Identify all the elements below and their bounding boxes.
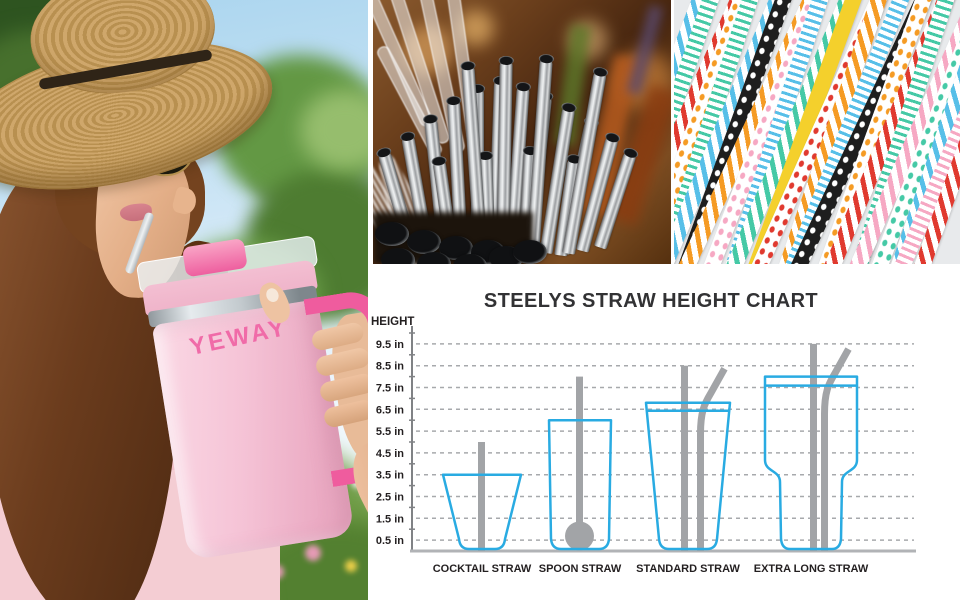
y-tick-label: 4.5 in bbox=[376, 448, 404, 460]
y-tick-label: 9.5 in bbox=[376, 339, 404, 351]
category-label: STANDARD STRAW bbox=[636, 563, 740, 575]
straight-straw bbox=[478, 442, 485, 551]
steel-straw-opening bbox=[381, 248, 415, 264]
y-tick-label: 1.5 in bbox=[376, 513, 404, 525]
chart-canvas: 9.5 in 8.5 in 7.5 in 6.5 in 5.5 in 4.5 in 3.5 … bbox=[376, 326, 916, 575]
straw-height-chart: STEELYS STRAW HEIGHT CHART HEIGHT 9.5 in… bbox=[368, 264, 960, 600]
category-label: EXTRA LONG STRAW bbox=[754, 563, 869, 575]
photo-woman-sipping-pink-tumbler: YEWAY bbox=[0, 0, 368, 600]
category-label: SPOON STRAW bbox=[539, 563, 622, 575]
straight-straw bbox=[810, 343, 817, 551]
photo-stainless-steel-straws bbox=[373, 0, 671, 264]
photo-colorful-paper-straws bbox=[674, 0, 960, 264]
y-tick-label: 2.5 in bbox=[376, 492, 404, 504]
chart-y-axis-label: HEIGHT bbox=[371, 316, 415, 328]
cup-outline bbox=[763, 375, 859, 551]
bent-straw bbox=[821, 347, 852, 551]
y-tick-label: 5.5 in bbox=[376, 426, 404, 438]
y-tick-label: 7.5 in bbox=[376, 383, 404, 395]
cup-outline bbox=[441, 473, 523, 551]
steel-straw-opening bbox=[417, 252, 451, 264]
spoon-straw bbox=[576, 376, 583, 536]
bent-straw bbox=[697, 366, 728, 551]
y-tick-label: 8.5 in bbox=[376, 361, 404, 373]
flower bbox=[345, 560, 357, 572]
straight-straw bbox=[681, 365, 688, 551]
y-tick-label: 0.5 in bbox=[376, 535, 404, 547]
steel-straw-opening bbox=[375, 222, 409, 246]
tree bbox=[300, 90, 368, 170]
category-label: COCKTAIL STRAW bbox=[433, 563, 532, 575]
cup-outline bbox=[644, 401, 732, 551]
y-tick-label: 6.5 in bbox=[376, 404, 404, 416]
steel-straw-opening bbox=[513, 240, 547, 264]
cup-outline bbox=[547, 418, 613, 551]
steel-straw-opening bbox=[453, 254, 487, 264]
y-tick-label: 3.5 in bbox=[376, 470, 404, 482]
flower bbox=[305, 545, 321, 561]
spoon-straw-bowl bbox=[565, 521, 594, 551]
steel-straw-opening bbox=[407, 230, 441, 254]
chart-title: STEELYS STRAW HEIGHT CHART bbox=[483, 290, 819, 312]
